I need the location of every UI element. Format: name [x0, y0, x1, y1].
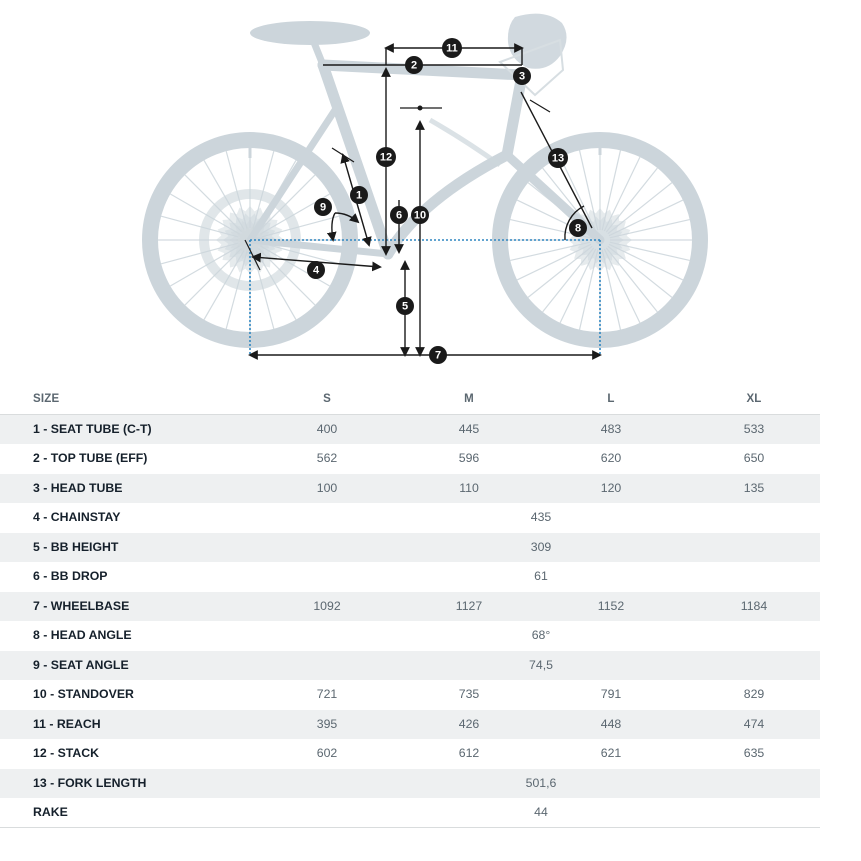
svg-text:11: 11: [446, 43, 458, 55]
svg-text:8: 8: [575, 223, 581, 235]
svg-text:7: 7: [435, 350, 441, 362]
svg-text:13: 13: [552, 153, 564, 165]
svg-text:12: 12: [380, 152, 392, 164]
svg-text:3: 3: [519, 71, 525, 83]
svg-text:1: 1: [356, 190, 362, 202]
svg-text:4: 4: [313, 265, 320, 277]
svg-text:9: 9: [320, 202, 326, 214]
svg-text:5: 5: [402, 301, 408, 313]
svg-text:2: 2: [411, 60, 417, 72]
svg-text:6: 6: [396, 210, 402, 222]
svg-text:10: 10: [414, 210, 426, 222]
